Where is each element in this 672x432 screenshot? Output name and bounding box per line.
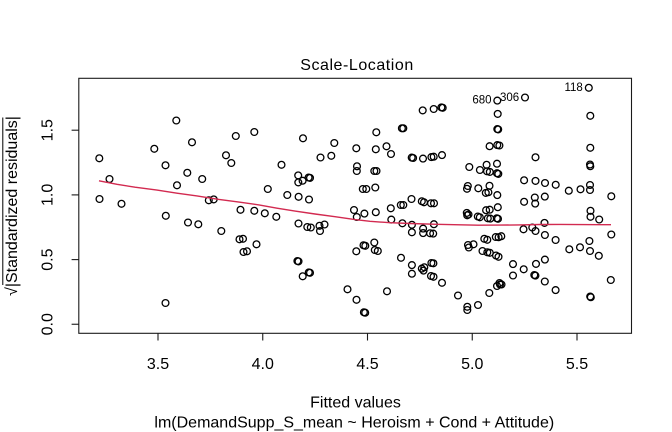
svg-text:√|Standardized residuals|: √|Standardized residuals| bbox=[4, 116, 21, 296]
svg-text:Fitted values: Fitted values bbox=[310, 395, 401, 412]
svg-text:0.5: 0.5 bbox=[40, 248, 57, 270]
svg-text:5.5: 5.5 bbox=[566, 356, 588, 373]
svg-text:118: 118 bbox=[564, 82, 582, 94]
svg-text:Scale-Location: Scale-Location bbox=[300, 57, 414, 74]
svg-text:3.5: 3.5 bbox=[147, 356, 169, 373]
svg-text:5.0: 5.0 bbox=[461, 356, 483, 373]
svg-text:4.0: 4.0 bbox=[252, 356, 274, 373]
svg-text:lm(DemandSupp_S_mean ~ Heroism: lm(DemandSupp_S_mean ~ Heroism + Cond + … bbox=[154, 414, 554, 431]
svg-text:1.5: 1.5 bbox=[40, 119, 57, 141]
svg-text:4.5: 4.5 bbox=[356, 356, 378, 373]
svg-text:306: 306 bbox=[500, 92, 519, 104]
svg-text:1.0: 1.0 bbox=[40, 184, 57, 206]
svg-text:680: 680 bbox=[472, 94, 491, 106]
svg-text:0.0: 0.0 bbox=[40, 313, 57, 335]
